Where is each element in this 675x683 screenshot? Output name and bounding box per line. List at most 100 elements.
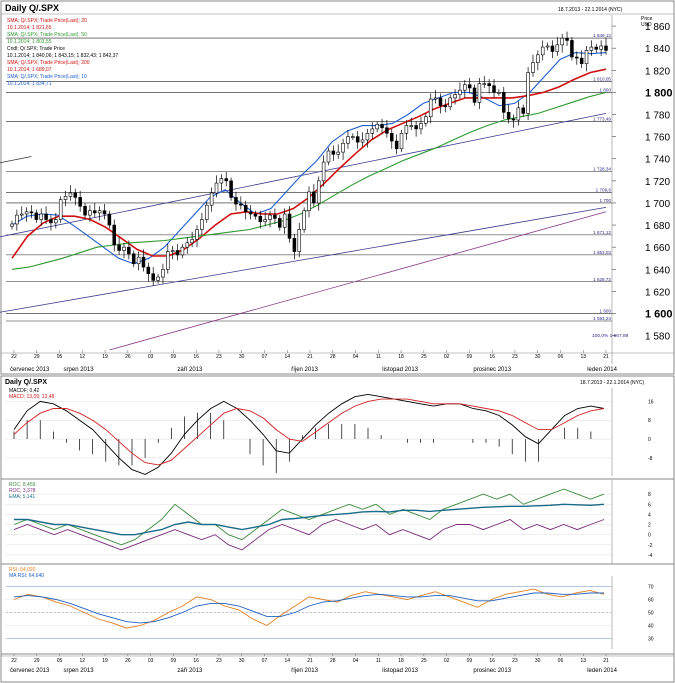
candle-body-7 (44, 213, 48, 220)
candle-body-52 (263, 219, 267, 223)
candle-body-76 (380, 124, 384, 129)
candle-body-81 (404, 125, 409, 134)
trend-purple (109, 211, 607, 351)
price-tick-label-11: 1 640 (645, 265, 670, 276)
legend-sma10-val: 10.1.2014; 1 834,71 (7, 81, 52, 87)
roc-tick-label-5: -2 (648, 543, 653, 549)
top-month-6: leden 2014 (587, 367, 617, 373)
rsi-panel-frame (0, 563, 675, 655)
trend-stub (0, 156, 32, 164)
candle-body-6 (39, 213, 43, 220)
hline-label-6: 1 700 (600, 198, 612, 203)
bottom-tick-label-19: 02 (444, 658, 450, 664)
top-month-5: prosinec 2013 (473, 367, 511, 373)
bottom-tick-label-7: 09 (171, 658, 177, 664)
bottom-tick-label-11: 07 (262, 658, 268, 664)
candle-body-106 (526, 72, 530, 114)
top-tick-label-10: 30 (239, 354, 245, 360)
candle-body-120 (594, 46, 599, 50)
top-tick-label-11: 07 (262, 354, 268, 360)
roc-line-1 (13, 518, 605, 551)
bottom-tick-label-1: 29 (34, 658, 40, 664)
legend-sma20: SMA; Q/.SPX; Trade Price(Last); 20 (7, 18, 87, 24)
candle-body-34 (175, 250, 180, 256)
candle-body-47 (239, 203, 243, 206)
candle-body-30 (156, 276, 160, 281)
rsi-tick-label-4: 30 (648, 637, 654, 643)
legend-sma20-val: 10.1.2014; 1 821,65 (7, 25, 52, 31)
candle-body-3 (24, 211, 29, 215)
bottom-month-6: leden 2014 (587, 668, 617, 674)
roc-tick-label-1: 6 (648, 502, 651, 508)
candle-body-118 (584, 50, 589, 64)
roc-line-2 (14, 503, 605, 536)
bottom-month-3: říjen 2013 (291, 668, 318, 674)
candle-body-4 (29, 211, 34, 214)
candle-body-1 (15, 214, 19, 225)
bottom-tick-label-2: 05 (57, 658, 63, 664)
price-tick-label-14: 1 580 (645, 332, 670, 343)
candle-body-54 (273, 214, 277, 219)
legend-ohlc-val: 10.1.2014; 1 840,06; 1 843,15; 1 832,43;… (7, 53, 118, 59)
bottom-tick-label-23: 30 (535, 658, 541, 664)
candle-body-100 (497, 92, 501, 94)
candle-body-64 (321, 161, 326, 182)
top-tick-label-12: 14 (284, 354, 290, 360)
candle-body-37 (190, 239, 194, 244)
candle-body-78 (390, 133, 394, 142)
rsi-tick-label-3: 40 (648, 624, 654, 630)
candle-body-8 (49, 219, 53, 224)
candle-body-16 (88, 210, 92, 216)
top-tick-label-1: 29 (34, 354, 40, 360)
candle-body-117 (579, 57, 584, 64)
candle-body-101 (501, 92, 506, 113)
macd-tick-label-1: 8 (648, 418, 651, 424)
candle-body-10 (58, 199, 63, 220)
bottom-tick-label-18: 25 (421, 658, 427, 664)
rsi-line-0 (13, 588, 605, 629)
price-tick-label-12: 1 620 (645, 287, 670, 298)
date-axis-bottom: 22 29 05 12 19 26 03 09 16 23 30 07 14 21 28 04 11 18 25 02… (1, 654, 674, 674)
candle-body-21 (112, 224, 117, 246)
bottom-tick-label-9: 23 (216, 658, 222, 664)
candle-body-17 (93, 210, 97, 214)
bottom-tick-label-22: 23 (512, 658, 518, 664)
bottom-tick-label-21: 16 (489, 658, 495, 664)
candle-body-74 (370, 128, 375, 134)
candle-body-36 (185, 242, 190, 248)
bottom-tick-label-20: 09 (467, 658, 473, 664)
hline-label-10: 1 600 (600, 309, 612, 314)
top-month-0: červenec 2013 (10, 367, 50, 373)
price-tick-label-7: 1 720 (645, 177, 670, 188)
legend-sma10: SMA; Q/.SPX; Trade Price(Last); 10 (7, 74, 87, 80)
candle-body-50 (253, 213, 258, 217)
candle-body-48 (243, 204, 248, 213)
hline-label-9: 1 628,72 (593, 277, 611, 282)
candle-body-49 (248, 211, 253, 215)
candle-body-40 (204, 204, 209, 220)
top-tick-label-21: 16 (489, 354, 495, 360)
top-tick-label-0: 22 (11, 354, 17, 360)
bottom-tick-label-17: 18 (398, 658, 404, 664)
top-tick-label-16: 11 (376, 354, 381, 360)
candle-body-95 (472, 87, 477, 103)
top-tick-label-3: 12 (80, 354, 86, 360)
top-tick-label-9: 23 (216, 354, 222, 360)
candle-body-86 (428, 98, 433, 118)
candle-body-23 (122, 246, 126, 251)
candle-body-98 (487, 83, 491, 87)
main-legend: SMA; Q/.SPX; Trade Price(Last); 20 10.1.… (7, 18, 118, 87)
candle-body-66 (331, 150, 336, 155)
candle-body-57 (287, 213, 292, 239)
price-tick-label-13: 1 600 (645, 309, 673, 321)
rsi-tick-label-2: 50 (648, 611, 654, 617)
macd-panel-frame (0, 375, 675, 480)
candle-body-82 (409, 125, 414, 127)
candle-body-2 (19, 213, 24, 216)
candle-body-91 (453, 94, 457, 99)
price-axis: 1 860 1 840 1 820 1 800 1 780 1 760 1 740 1 720… (611, 15, 673, 364)
price-unit-label: Price USD (641, 16, 653, 28)
candle-body-53 (268, 214, 272, 220)
candle-body-96 (477, 83, 482, 103)
candle-body-20 (107, 213, 112, 226)
